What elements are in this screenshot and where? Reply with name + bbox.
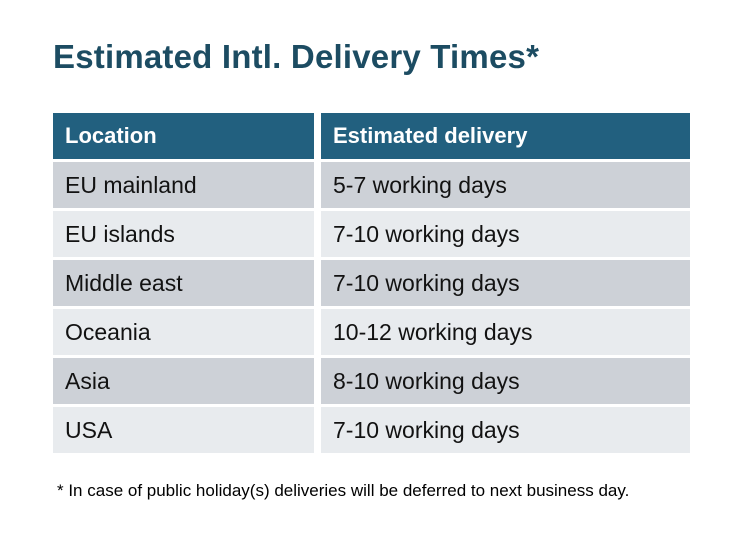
delivery-cell: 10-12 working days — [321, 309, 690, 355]
delivery-cell: 5-7 working days — [321, 162, 690, 208]
table-header-location: Location — [53, 113, 314, 159]
delivery-cell: 7-10 working days — [321, 260, 690, 306]
delivery-cell: 7-10 working days — [321, 407, 690, 453]
location-cell: Middle east — [53, 260, 314, 306]
location-cell: Oceania — [53, 309, 314, 355]
location-cell: EU mainland — [53, 162, 314, 208]
delivery-cell: 7-10 working days — [321, 211, 690, 257]
location-cell: EU islands — [53, 211, 314, 257]
page-title: Estimated Intl. Delivery Times* — [53, 38, 540, 75]
location-cell: USA — [53, 407, 314, 453]
table-header-delivery: Estimated delivery — [321, 113, 690, 159]
delivery-cell: 8-10 working days — [321, 358, 690, 404]
footnote: * In case of public holiday(s) deliverie… — [57, 481, 630, 500]
location-cell: Asia — [53, 358, 314, 404]
delivery-table: Location Estimated delivery EU mainland 5… — [53, 113, 690, 453]
